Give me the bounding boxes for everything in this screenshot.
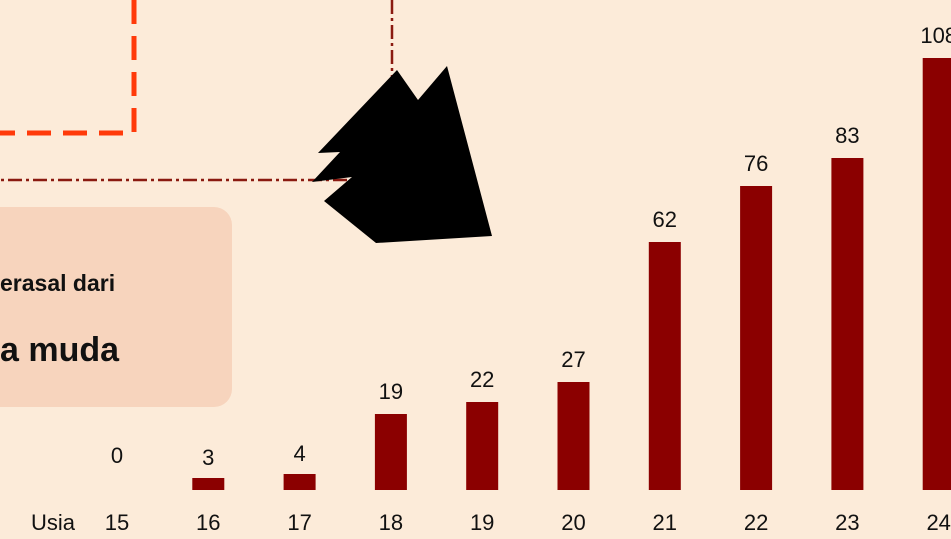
data-label-19: 22 xyxy=(469,367,495,392)
data-label-18: 19 xyxy=(378,379,404,404)
x-tick-label-24: 24 xyxy=(926,510,951,535)
arrow-icon xyxy=(312,66,492,243)
data-label-24: 108 xyxy=(920,23,951,48)
bar-24 xyxy=(922,58,951,490)
data-label-20: 27 xyxy=(561,347,586,372)
callout-text-line2: a muda xyxy=(0,331,120,369)
x-tick-label-17: 17 xyxy=(287,510,312,535)
bar-16 xyxy=(192,478,225,490)
callout-box xyxy=(0,207,232,407)
x-tick-label-21: 21 xyxy=(652,510,678,535)
x-axis-title: Usia xyxy=(31,510,76,535)
x-tick-label-22: 22 xyxy=(743,510,769,535)
bar-21 xyxy=(648,242,681,490)
data-label-23: 83 xyxy=(835,123,860,148)
callout-text-line1: erasal dari xyxy=(0,270,116,296)
x-tick-label-15: 15 xyxy=(104,510,130,535)
bar-19 xyxy=(466,402,499,490)
x-tick-label-20: 20 xyxy=(561,510,586,535)
bar-17 xyxy=(283,474,316,490)
bar-23 xyxy=(831,158,864,490)
bar-22 xyxy=(740,186,773,490)
bar-18 xyxy=(374,414,407,490)
data-label-21: 62 xyxy=(652,207,678,232)
x-tick-label-19: 19 xyxy=(469,510,495,535)
x-tick-label-16: 16 xyxy=(196,510,221,535)
data-label-16: 3 xyxy=(202,445,215,470)
data-label-22: 76 xyxy=(743,151,769,176)
x-tick-label-18: 18 xyxy=(378,510,404,535)
data-label-15: 0 xyxy=(110,443,124,468)
dashed-box-outline xyxy=(0,0,137,136)
x-tick-label-23: 23 xyxy=(835,510,860,535)
data-label-17: 4 xyxy=(293,441,306,466)
bar-20 xyxy=(557,382,590,490)
